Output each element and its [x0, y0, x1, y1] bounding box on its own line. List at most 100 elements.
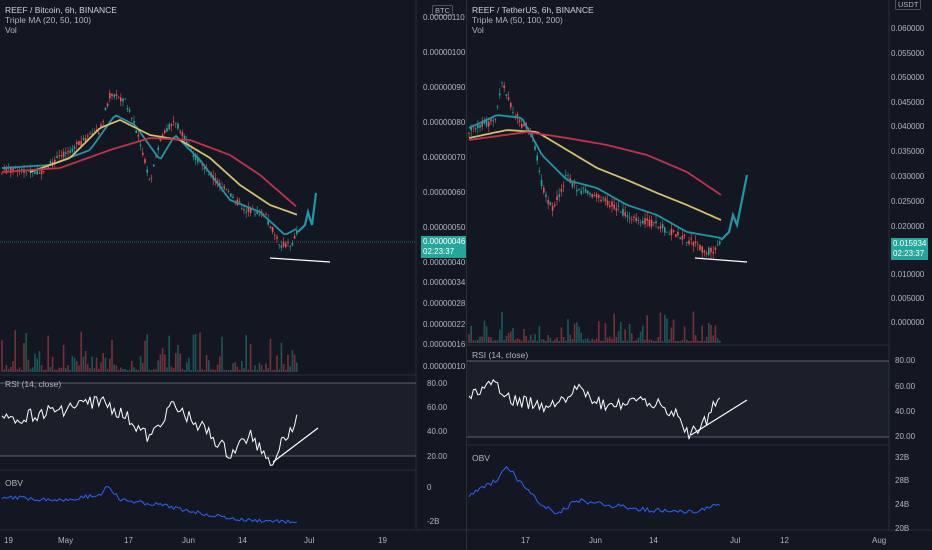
- candle-body: [567, 175, 569, 177]
- candle-body: [697, 243, 699, 245]
- volume-bar: [175, 353, 177, 372]
- obv-tick-label: 20B: [895, 524, 910, 533]
- left-obv-legend[interactable]: OBV: [5, 478, 23, 488]
- candle-body: [144, 159, 146, 164]
- volume-bar: [122, 368, 124, 372]
- volume-bar: [252, 369, 254, 372]
- left-chart-canvas[interactable]: [0, 0, 466, 550]
- volume-bar: [225, 369, 228, 372]
- candle-body: [503, 85, 505, 88]
- right-obv-legend[interactable]: OBV: [472, 453, 490, 463]
- left-rsi-legend[interactable]: RSI (14, close): [5, 379, 62, 389]
- candle-body: [117, 97, 120, 99]
- right-ma-legend[interactable]: Triple MA (50, 100, 200): [472, 15, 563, 25]
- candle-body: [120, 97, 122, 102]
- candle-body: [227, 190, 230, 192]
- volume-bar: [10, 367, 12, 372]
- volume-bar: [111, 339, 113, 372]
- volume-bar: [159, 354, 162, 372]
- candle-body: [602, 197, 604, 199]
- price-tick-label: 0.00000022: [423, 320, 466, 329]
- price-tick-label: 0.025000: [891, 197, 925, 206]
- volume-bar: [470, 325, 472, 343]
- volume-bar: [34, 353, 36, 372]
- volume-bar: [694, 334, 697, 343]
- volume-bar: [503, 340, 505, 343]
- candle-body: [82, 138, 85, 140]
- volume-bar: [36, 358, 38, 372]
- volume-bar: [598, 321, 600, 343]
- volume-bar: [573, 323, 576, 343]
- candle-body: [221, 187, 223, 189]
- volume-bar: [567, 319, 569, 343]
- volume-bar: [558, 340, 560, 343]
- volume-bar: [205, 355, 208, 372]
- volume-bar: [56, 369, 58, 372]
- candle-body: [168, 124, 170, 130]
- candle-body: [611, 201, 613, 207]
- volume-bar: [267, 368, 269, 372]
- left-vol-legend[interactable]: Vol: [5, 25, 17, 35]
- volume-bar: [254, 365, 256, 372]
- candle-body: [241, 207, 243, 209]
- obv-tick-label: 32B: [895, 453, 910, 462]
- volume-bar: [602, 340, 604, 343]
- candle-body: [223, 186, 225, 189]
- volume-bar: [113, 364, 115, 372]
- volume-bar: [137, 369, 140, 372]
- candle-body: [578, 189, 580, 190]
- candle-body: [265, 213, 267, 215]
- left-symbol-title[interactable]: REEF / Bitcoin, 6h, BINANCE: [5, 5, 117, 15]
- volume-bar: [686, 339, 688, 343]
- volume-bar: [703, 340, 706, 343]
- volume-bar: [611, 338, 613, 343]
- candle-body: [40, 168, 43, 175]
- volume-bar: [131, 360, 133, 372]
- right-symbol-title[interactable]: REEF / TetherUS, 6h, BINANCE: [472, 5, 594, 15]
- volume-bar: [238, 369, 241, 372]
- candle-body: [170, 124, 173, 127]
- candle-body: [34, 171, 36, 174]
- right-vol-legend[interactable]: Vol: [472, 25, 484, 35]
- price-tick-label: 0.00000090: [423, 83, 466, 92]
- candle-body: [232, 196, 234, 199]
- right-chart-canvas[interactable]: [467, 0, 932, 550]
- volume-bar: [16, 369, 19, 372]
- candle-body: [175, 122, 177, 124]
- volume-bar: [289, 366, 291, 372]
- candle-body: [124, 98, 126, 100]
- volume-bar: [40, 365, 43, 372]
- candle-body: [21, 169, 23, 171]
- volume-bar: [716, 338, 719, 343]
- left-chart-pane[interactable]: REEF / Bitcoin, 6h, BINANCE Triple MA (2…: [0, 0, 468, 550]
- right-currency-badge[interactable]: USDT: [895, 0, 922, 10]
- candle-body: [150, 177, 153, 179]
- volume-bar: [258, 362, 261, 372]
- right-rsi-legend[interactable]: RSI (14, close): [472, 350, 529, 360]
- candle-body: [102, 121, 104, 122]
- candle-body: [547, 200, 549, 204]
- candle-body: [639, 222, 642, 223]
- candle-body: [701, 246, 703, 253]
- candle-body: [115, 94, 118, 97]
- time-tick-label: 19: [378, 536, 387, 545]
- volume-bar: [600, 340, 602, 343]
- volume-bar: [166, 367, 168, 372]
- candle-body: [565, 175, 567, 176]
- volume-bar: [208, 360, 210, 372]
- volume-bar: [543, 339, 545, 343]
- candle-body: [538, 170, 541, 173]
- candle-body: [267, 219, 269, 225]
- right-chart-pane[interactable]: REEF / TetherUS, 6h, BINANCE Triple MA (…: [466, 0, 932, 550]
- volume-bar: [223, 369, 225, 372]
- candle-body: [481, 121, 483, 127]
- candle-body: [291, 242, 294, 246]
- volume-bar: [617, 331, 620, 343]
- volume-bar: [27, 359, 30, 372]
- candle-body: [593, 194, 596, 197]
- candle-body: [197, 156, 199, 163]
- left-currency-badge[interactable]: BTC: [432, 5, 453, 16]
- volume-bar: [571, 338, 574, 343]
- left-ma-legend[interactable]: Triple MA (20, 50, 100): [5, 15, 92, 25]
- candle-body: [540, 180, 543, 186]
